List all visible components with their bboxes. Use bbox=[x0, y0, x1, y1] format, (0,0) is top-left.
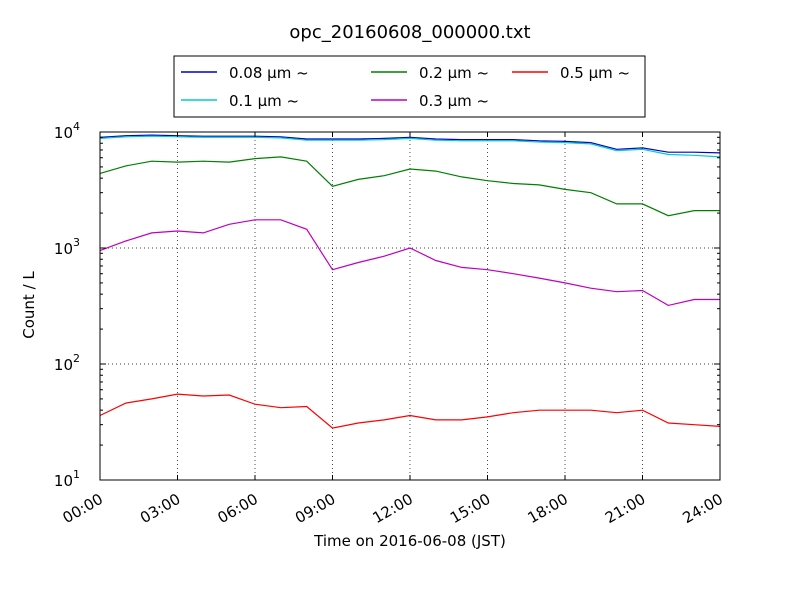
legend-label-1: 0.1 μm ~ bbox=[229, 92, 299, 110]
series-line-4 bbox=[99, 393, 721, 429]
legend-label-4: 0.5 μm ~ bbox=[560, 64, 630, 82]
chart-title: opc_20160608_000000.txt bbox=[289, 22, 530, 43]
plot-area bbox=[100, 132, 720, 480]
y-tick-label-exponent: 3 bbox=[73, 236, 80, 249]
legend-label-3: 0.3 μm ~ bbox=[419, 92, 489, 110]
series-layer bbox=[99, 134, 721, 429]
y-tick-label-exponent: 1 bbox=[73, 468, 80, 481]
x-axis-label: Time on 2016-06-08 (JST) bbox=[313, 532, 506, 550]
series-line-1 bbox=[99, 135, 721, 158]
legend-box bbox=[173, 55, 646, 118]
series-line-2 bbox=[99, 156, 720, 217]
y-tick-label-exponent: 2 bbox=[73, 352, 80, 365]
y-tick-label-exponent: 4 bbox=[73, 120, 80, 133]
legend-label-0: 0.08 μm ~ bbox=[229, 64, 309, 82]
plot-background bbox=[100, 132, 720, 480]
y-tick-label-base: 10 bbox=[54, 472, 73, 490]
y-tick-label: 102 bbox=[54, 352, 80, 374]
y-axis-label: Count / L bbox=[20, 271, 38, 339]
y-tick-label: 101 bbox=[54, 468, 80, 490]
legend: 0.08 μm ~ 0.1 μm ~ 0.2 μm ~ 0.3 μm ~ 0.5 μm … bbox=[173, 55, 646, 118]
y-tick-label: 104 bbox=[54, 120, 80, 142]
grid bbox=[100, 132, 720, 480]
y-tick-label-base: 10 bbox=[54, 240, 73, 258]
y-tick-label: 103 bbox=[54, 236, 80, 258]
legend-label-2: 0.2 μm ~ bbox=[419, 64, 489, 82]
series-line-3 bbox=[99, 219, 720, 307]
y-tick-label-base: 10 bbox=[54, 356, 73, 374]
series-line-0 bbox=[99, 134, 721, 154]
y-tick-label-base: 10 bbox=[54, 124, 73, 142]
